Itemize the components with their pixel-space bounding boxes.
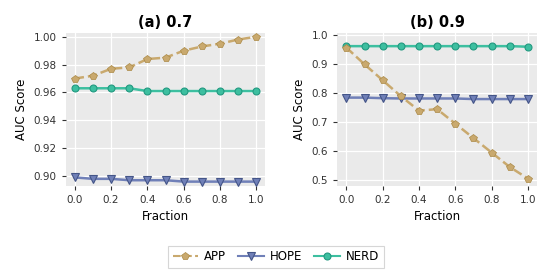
Y-axis label: AUC Score: AUC Score xyxy=(293,78,306,140)
Title: (b) 0.9: (b) 0.9 xyxy=(410,15,465,30)
Y-axis label: AUC Score: AUC Score xyxy=(15,78,28,140)
Legend: APP, HOPE, NERD: APP, HOPE, NERD xyxy=(168,246,384,268)
X-axis label: Fraction: Fraction xyxy=(413,210,461,223)
X-axis label: Fraction: Fraction xyxy=(142,210,189,223)
Title: (a) 0.7: (a) 0.7 xyxy=(139,15,193,30)
